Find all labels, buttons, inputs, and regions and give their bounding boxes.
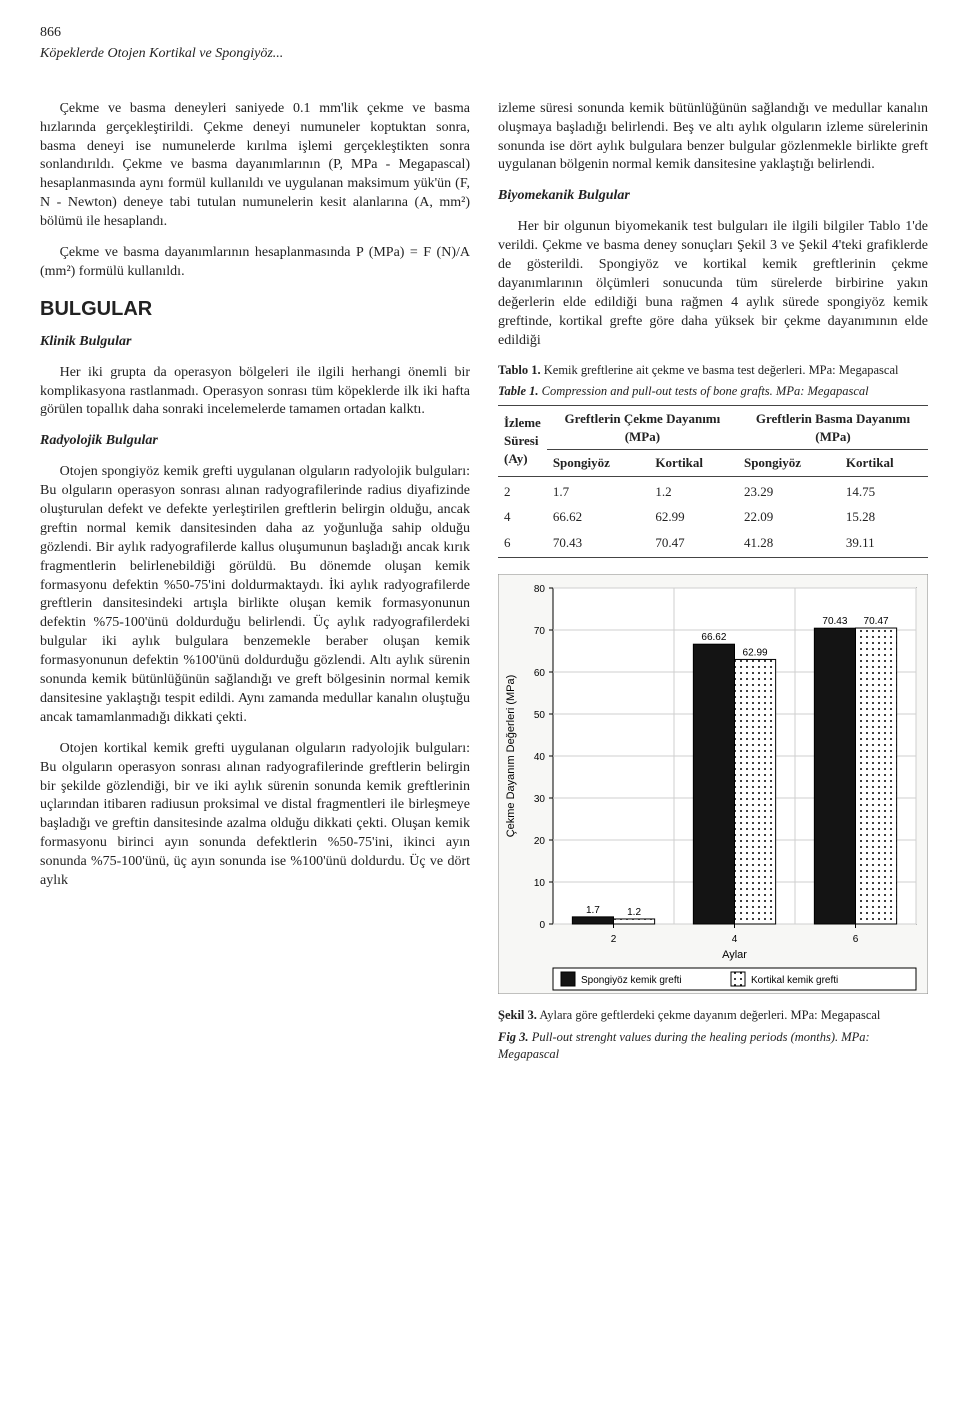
- subheading-klinik: Klinik Bulgular: [40, 333, 470, 352]
- paragraph: izleme süresi sonunda kemik bütünlüğünün…: [498, 100, 928, 176]
- cell: 70.43: [547, 530, 650, 558]
- cell: 62.99: [649, 504, 738, 530]
- text: İzleme: [504, 415, 541, 430]
- cell: 39.11: [840, 530, 928, 558]
- results-table: İzleme Süresi (Ay) Greftlerin Çekme Daya…: [498, 405, 928, 558]
- svg-text:40: 40: [534, 752, 546, 763]
- cell: 4: [498, 504, 547, 530]
- table-caption-text: Compression and pull-out tests of bone g…: [539, 384, 869, 398]
- figure-caption-lead: Fig 3.: [498, 1030, 529, 1044]
- svg-text:66.62: 66.62: [701, 632, 726, 643]
- svg-text:62.99: 62.99: [743, 648, 768, 659]
- cell: 14.75: [840, 476, 928, 504]
- svg-text:50: 50: [534, 710, 546, 721]
- paragraph: Otojen spongiyöz kemik grefti uygulanan …: [40, 463, 470, 727]
- table-subheader: Kortikal: [840, 450, 928, 477]
- svg-text:80: 80: [534, 584, 546, 595]
- svg-text:60: 60: [534, 668, 546, 679]
- table-caption-lead: Table 1.: [498, 384, 539, 398]
- table-caption-lead: Tablo 1.: [498, 363, 541, 377]
- subheading-biyomekanik: Biyomekanik Bulgular: [498, 187, 928, 206]
- section-heading-bulgular: BULGULAR: [40, 296, 470, 323]
- table-header-basma: Greftlerin Basma Dayanımı (MPa): [738, 405, 928, 449]
- cell: 1.7: [547, 476, 650, 504]
- cell: 22.09: [738, 504, 840, 530]
- table-subheader: Kortikal: [649, 450, 738, 477]
- svg-text:4: 4: [732, 934, 738, 945]
- table-caption-en: Table 1. Compression and pull-out tests …: [498, 383, 928, 399]
- svg-text:Kortikal kemik grefti: Kortikal kemik grefti: [751, 975, 838, 986]
- svg-text:Çekme Dayanım Değerleri (MPa): Çekme Dayanım Değerleri (MPa): [505, 675, 517, 838]
- paragraph: Çekme ve basma deneyleri saniyede 0.1 mm…: [40, 100, 470, 232]
- svg-text:2: 2: [611, 934, 617, 945]
- table-subheader: Spongiyöz: [547, 450, 650, 477]
- svg-text:20: 20: [534, 836, 546, 847]
- figure-caption-text: Pull-out strenght values during the heal…: [498, 1030, 870, 1060]
- bar-chart: 0 10 20 30 40 50 60 70 80 Çekme Dayanım Değerleri…: [498, 574, 928, 1001]
- svg-text:70: 70: [534, 626, 546, 637]
- figure-caption-lead: Şekil 3.: [498, 1008, 537, 1022]
- svg-text:0: 0: [539, 920, 545, 931]
- text: (Ay): [504, 451, 528, 466]
- svg-text:Aylar: Aylar: [722, 949, 747, 961]
- table-row: 2 1.7 1.2 23.29 14.75: [498, 476, 928, 504]
- running-head: Köpeklerde Otojen Kortikal ve Spongiyöz.…: [40, 45, 928, 64]
- paragraph: Otojen kortikal kemik grefti uygulanan o…: [40, 740, 470, 891]
- page-number: 866: [40, 24, 928, 43]
- paragraph: Her iki grupta da operasyon bölgeleri il…: [40, 364, 470, 421]
- subheading-radyolojik: Radyolojik Bulgular: [40, 432, 470, 451]
- two-column-layout: Çekme ve basma deneyleri saniyede 0.1 mm…: [40, 100, 928, 1062]
- paragraph: Çekme ve basma dayanımlarının hesaplanma…: [40, 244, 470, 282]
- cell: 15.28: [840, 504, 928, 530]
- text: Süresi: [504, 433, 538, 448]
- left-column: Çekme ve basma deneyleri saniyede 0.1 mm…: [40, 100, 470, 1062]
- cell: 2: [498, 476, 547, 504]
- svg-text:6: 6: [853, 934, 859, 945]
- figure-caption-text: Aylara göre geftlerdeki çekme dayanım de…: [537, 1008, 881, 1022]
- cell: 66.62: [547, 504, 650, 530]
- right-column: izleme süresi sonunda kemik bütünlüğünün…: [498, 100, 928, 1062]
- cell: 1.2: [649, 476, 738, 504]
- figure-caption-tr: Şekil 3. Aylara göre geftlerdeki çekme d…: [498, 1007, 928, 1023]
- svg-text:Spongiyöz kemik grefti: Spongiyöz kemik grefti: [581, 975, 682, 986]
- svg-text:1.7: 1.7: [586, 905, 600, 916]
- svg-text:1.2: 1.2: [627, 907, 641, 918]
- svg-text:30: 30: [534, 794, 546, 805]
- table-caption-text: Kemik greftlerine ait çekme ve basma tes…: [541, 363, 899, 377]
- svg-text:70.43: 70.43: [822, 616, 847, 627]
- table-header-cekme: Greftlerin Çekme Dayanımı (MPa): [547, 405, 738, 449]
- table-subheader: Spongiyöz: [738, 450, 840, 477]
- cell: 23.29: [738, 476, 840, 504]
- table-row: 4 66.62 62.99 22.09 15.28: [498, 504, 928, 530]
- table-row: 6 70.43 70.47 41.28 39.11: [498, 530, 928, 558]
- cell: 70.47: [649, 530, 738, 558]
- figure-caption-en: Fig 3. Pull-out strenght values during t…: [498, 1029, 928, 1062]
- table-caption-tr: Tablo 1. Kemik greftlerine ait çekme ve …: [498, 362, 928, 378]
- cell: 6: [498, 530, 547, 558]
- table-header-izleme: İzleme Süresi (Ay): [498, 405, 547, 476]
- chart-svg: 0 10 20 30 40 50 60 70 80 Çekme Dayanım Değerleri…: [498, 574, 928, 994]
- cell: 41.28: [738, 530, 840, 558]
- paragraph: Her bir olgunun biyomekanik test bulgula…: [498, 218, 928, 350]
- svg-text:10: 10: [534, 878, 546, 889]
- svg-text:70.47: 70.47: [864, 616, 889, 627]
